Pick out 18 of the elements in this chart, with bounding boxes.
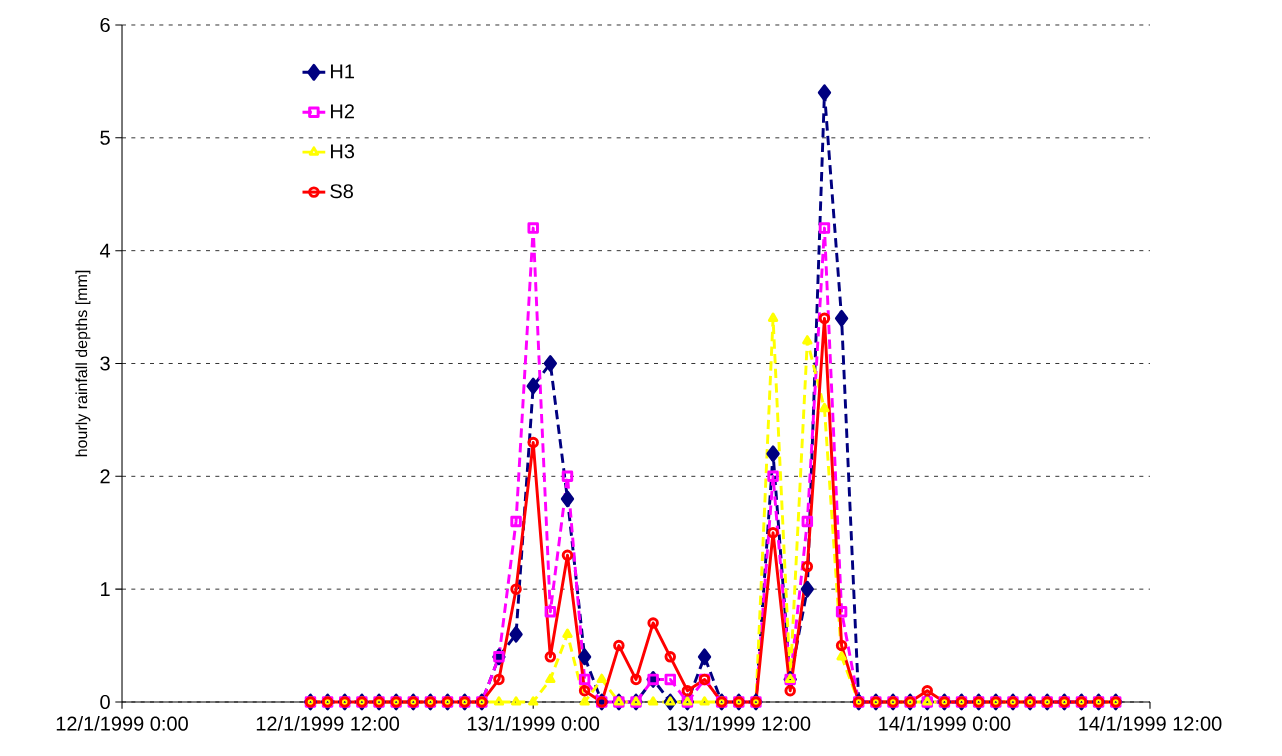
legend-label: H1 [331,64,354,79]
x-tick-label: 13/1/1999 0:00 [468,716,600,731]
y-tick-label: 1 [101,582,110,597]
x-tick-label: 12/1/1999 0:00 [56,716,188,731]
y-tick-label: 6 [100,17,110,33]
legend-label: H2 [331,104,354,119]
y-tick-label: 5 [100,130,110,145]
x-tick-label: 12/1/1999 12:00 [256,716,400,731]
x-tick-label: 13/1/1999 12:00 [668,716,811,731]
y-tick-label: 3 [100,356,110,371]
legend-label: H3 [331,144,355,159]
legend-label: S8 [330,184,353,199]
x-tick-label: 14/1/1999 12:00 [1079,716,1222,731]
y-tick-label: 0 [100,694,110,710]
y-axis-title: hourly rainfall depths [mm] [75,270,91,457]
y-tick-label: 2 [100,469,110,484]
y-tick-label: 4 [99,243,111,258]
x-tick-label: 14/1/1999 0:00 [879,716,1011,731]
